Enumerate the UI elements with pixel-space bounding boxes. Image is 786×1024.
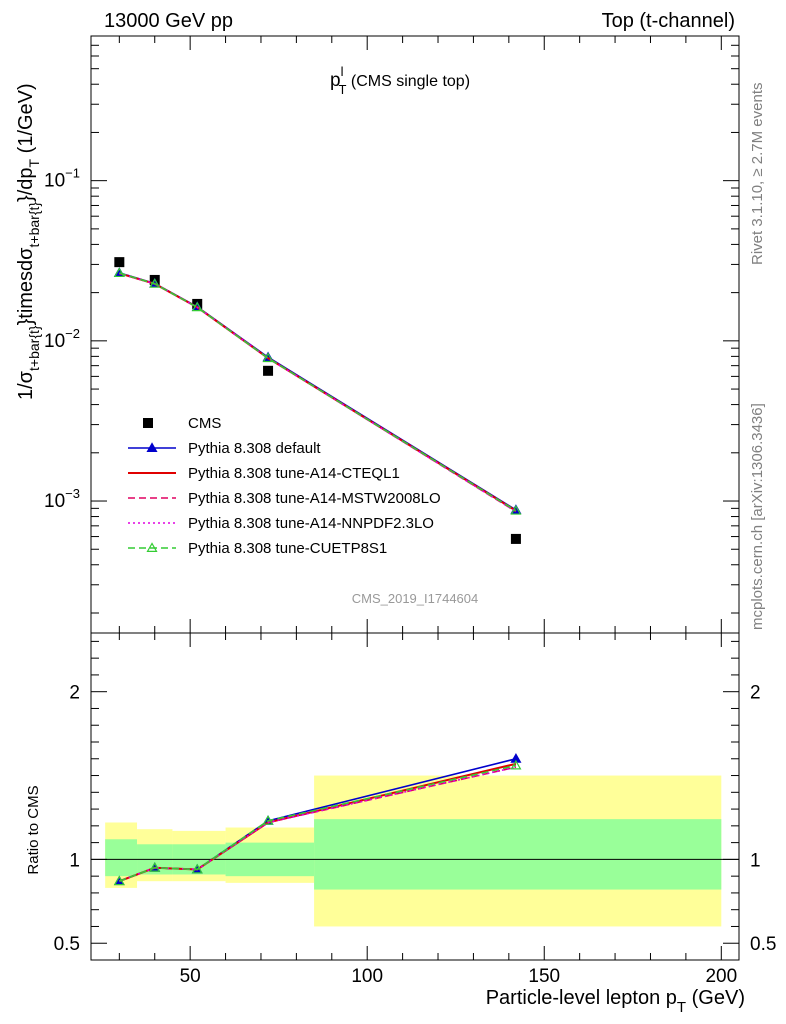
main-series-4-point-2	[191, 301, 203, 312]
analysis-id-label: CMS_2019_I1744604	[352, 591, 479, 606]
main-y-tick-label-2: 10−3	[44, 486, 80, 512]
x-axis-label: Particle-level lepton pT (GeV)	[486, 987, 745, 1016]
main-series-4-point-1	[149, 278, 161, 288]
legend-label-2: Pythia 8.308 tune-A14-MSTW2008LO	[188, 490, 441, 507]
ratio-frame	[90, 632, 740, 961]
legend-label-1: Pythia 8.308 tune-A14-CTEQL1	[188, 465, 400, 482]
x-tick-label-100: 100	[351, 966, 383, 987]
main-y-tick-label-0: 10−1	[44, 166, 80, 192]
main-series-4-point-3	[262, 352, 274, 363]
ratio-series-4-point-2	[191, 863, 203, 874]
ratio-series-4-point-3	[262, 815, 274, 825]
main-y-axis-label: 1/σt+bar{t}}timesdσt+bar{t}}/dpT (1/GeV)	[15, 83, 42, 400]
cms-data-point-4	[510, 533, 521, 544]
ratio-series-4-point-0	[113, 875, 125, 886]
ratio-y-tick-label-left-2: 2	[69, 683, 80, 704]
main-series-4-point-4	[510, 505, 522, 515]
legend-marker-cms	[143, 418, 153, 428]
main-series-line-4	[119, 272, 517, 512]
header-process-label: Top (t-channel)	[602, 10, 735, 32]
ratio-series-4-point-1	[149, 862, 161, 872]
legend: CMS Pythia 8.308 default Pythia 8.308 tune…	[128, 415, 441, 557]
legend-marker-0	[146, 442, 158, 452]
x-tick-label-200: 200	[705, 966, 737, 987]
legend-label-3: Pythia 8.308 tune-A14-NNPDF2.3LO	[188, 515, 434, 532]
legend-marker-4	[146, 542, 158, 552]
header-beam-label: 13000 GeV pp	[104, 10, 233, 32]
main-panel: 10−1 10−2 10−3	[44, 35, 740, 634]
ratio-band-inner-4	[314, 819, 722, 890]
legend-label-4: Pythia 8.308 tune-CUETP8S1	[188, 540, 387, 557]
main-plot-title: pl T (CMS single top)	[330, 64, 470, 97]
main-series-4-point-0	[113, 267, 125, 278]
ratio-y-axis-label: Ratio to CMS	[25, 785, 42, 874]
main-series-line-3	[119, 272, 517, 513]
legend-label-0: Pythia 8.308 default	[188, 440, 321, 457]
x-tick-label-150: 150	[528, 966, 560, 987]
ratio-y-tick-label-right-2: 2	[750, 683, 761, 704]
side-label-mcplots: mcplots.cern.ch [arXiv:1306.3436]	[749, 403, 766, 630]
x-tick-label-50: 50	[180, 966, 201, 987]
ratio-y-tick-label-left-1: 1	[69, 850, 80, 871]
ratio-y-tick-label-right-1: 1	[750, 850, 761, 871]
ratio-panel: 50 100 150 200 0.5 0.5 1 1 2 2	[54, 632, 776, 987]
ratio-y-tick-label-left-0.5: 0.5	[54, 934, 80, 955]
ratio-band-inner-0	[105, 839, 138, 877]
ratio-series-4-point-4	[510, 759, 522, 770]
side-label-rivet: Rivet 3.1.10, ≥ 2.7M events	[749, 83, 766, 266]
legend-label-cms: CMS	[188, 415, 221, 432]
main-y-tick-label-1: 10−2	[44, 326, 80, 352]
cms-data-point-3	[263, 365, 274, 376]
ratio-y-tick-label-right-0.5: 0.5	[750, 934, 776, 955]
ratio-series-line-4	[119, 764, 517, 882]
cms-data-point-0	[114, 257, 125, 268]
